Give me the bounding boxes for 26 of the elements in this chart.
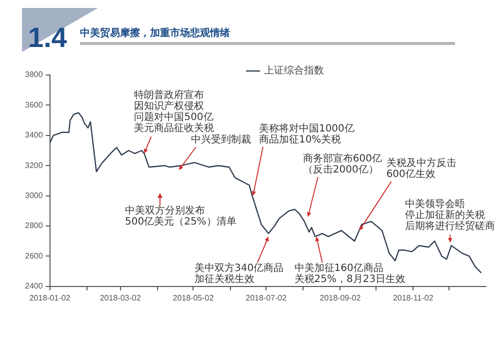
annotation: 美称将对中国1000亿商品加征10%关税 — [258, 122, 354, 146]
y-tick-label: 3600 — [25, 100, 44, 110]
annotation: 中美加征160亿商品关税25%，8月23日生效 — [294, 262, 406, 286]
annotation: 中兴受到制裁 — [190, 134, 251, 146]
x-tick-label: 2018-01-02 — [29, 293, 71, 302]
x-tick-label: 2018-05-02 — [172, 293, 214, 302]
chart-title: 中美贸易摩擦，加重市场悲观情绪 — [80, 26, 230, 40]
y-tick-label: 3800 — [25, 70, 44, 80]
annotation: 商务部宣布600亿（反击2000亿） — [302, 152, 382, 176]
x-tick-label: 2018-09-02 — [320, 293, 362, 302]
annotation: 中美双方分别发布500亿美元（25%）清单 — [125, 204, 236, 228]
y-tick-label: 3000 — [25, 191, 44, 200]
annotation: 中美领导会晤停止加征新的关税后期将进行经贸磋商 — [405, 198, 496, 232]
x-tick-label: 2018-03-02 — [100, 293, 142, 302]
annotation: 美中双方340亿商品加征关税生效 — [194, 262, 284, 286]
x-tick-label: 2018-11-02 — [392, 293, 434, 302]
x-tick-label: 2018-07-02 — [246, 293, 288, 302]
legend-label: 上证综合指数 — [264, 64, 324, 77]
annotation: 特朗普政府宣布因知识产权侵权问题对中国500亿美元商品征收关税 — [134, 89, 214, 134]
y-tick-label: 2600 — [25, 251, 44, 260]
annotation: 关税及中方反击600亿生效 — [386, 157, 456, 180]
y-tick-label: 3400 — [25, 130, 44, 140]
y-tick-label: 2400 — [25, 282, 44, 291]
chart-subtitle: 1.4 — [28, 22, 67, 54]
y-tick-label: 3200 — [25, 160, 44, 170]
y-tick-label: 2800 — [25, 221, 44, 230]
